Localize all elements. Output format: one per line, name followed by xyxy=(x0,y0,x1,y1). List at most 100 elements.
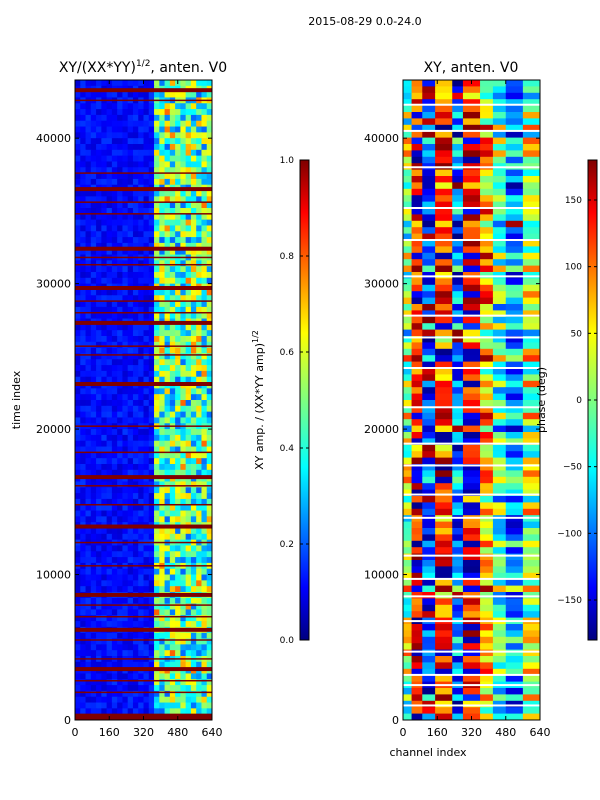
heatmap-cell xyxy=(159,696,166,704)
heatmap-cell xyxy=(148,440,155,448)
heatmap-cell xyxy=(96,533,102,541)
heatmap-cell xyxy=(106,405,113,413)
heatmap-cell xyxy=(80,242,87,250)
heatmap-cell xyxy=(435,355,453,363)
heatmap-cell xyxy=(101,132,108,139)
heatmap-cell xyxy=(175,248,181,256)
heatmap-cell xyxy=(159,481,166,488)
heatmap-cell xyxy=(154,213,160,221)
heatmap-cell xyxy=(462,387,481,395)
heatmap-cell xyxy=(201,370,208,378)
heatmap-cell xyxy=(422,464,436,471)
heatmap-cell xyxy=(122,498,129,506)
heatmap-cell xyxy=(403,246,413,254)
heatmap-cell xyxy=(138,434,145,442)
heatmap-cell xyxy=(138,161,145,168)
heatmap-cell xyxy=(154,370,160,378)
heatmap-cell xyxy=(411,220,423,228)
heatmap-cell xyxy=(117,487,124,494)
heatmap-cell xyxy=(201,533,208,541)
heatmap-cell xyxy=(80,429,87,436)
heatmap-cell xyxy=(452,713,464,720)
heatmap-cell xyxy=(90,178,97,186)
heatmap-cell xyxy=(411,195,423,203)
heatmap-cell xyxy=(154,202,160,209)
heatmap-cell xyxy=(148,138,155,145)
heatmap-cell xyxy=(127,202,134,209)
heatmap-cell xyxy=(190,132,197,139)
heatmap-cell xyxy=(175,196,181,203)
heatmap-cell xyxy=(75,190,81,197)
heatmap-cell xyxy=(180,219,187,227)
heatmap-cell xyxy=(75,586,81,593)
heatmap-cell xyxy=(111,434,118,442)
heatmap-cell xyxy=(96,615,102,622)
heatmap-cell xyxy=(106,277,113,285)
heatmap-cell xyxy=(122,673,129,680)
heatmap-cell xyxy=(169,213,176,221)
heatmap-cell xyxy=(111,533,118,541)
heatmap-cell xyxy=(154,80,160,87)
heatmap-cell xyxy=(90,196,97,203)
heatmap-cell xyxy=(180,452,187,459)
heatmap-cell xyxy=(148,248,155,256)
heatmap-cell xyxy=(185,341,192,349)
heatmap-cell xyxy=(411,444,423,452)
heatmap-cell xyxy=(403,99,413,107)
heatmap-cell xyxy=(522,649,540,657)
heatmap-cell xyxy=(75,440,81,448)
heatmap-cell xyxy=(201,458,208,465)
heatmap-cell xyxy=(90,138,97,145)
heatmap-cell xyxy=(101,295,108,302)
heatmap-cell xyxy=(206,330,212,337)
heatmap-cell xyxy=(452,694,464,702)
heatmap-cell xyxy=(422,259,436,267)
heatmap-cell xyxy=(80,277,87,285)
heatmap-cell xyxy=(452,150,464,158)
heatmap-cell xyxy=(505,361,524,369)
heatmap-cell xyxy=(480,86,494,94)
heatmap-cell xyxy=(85,469,92,477)
heatmap-cell xyxy=(148,528,155,535)
heatmap-cell xyxy=(117,155,124,163)
heatmap-cell xyxy=(522,406,540,414)
heatmap-cell xyxy=(452,278,464,286)
heatmap-cell xyxy=(101,411,108,419)
heatmap-cell xyxy=(106,551,113,558)
heatmap-cell xyxy=(505,547,524,555)
heatmap-cell xyxy=(132,417,139,424)
heatmap-cell xyxy=(138,586,145,593)
heatmap-cell xyxy=(132,225,139,232)
heatmap-cell xyxy=(159,155,166,163)
heatmap-cell xyxy=(492,259,507,267)
heatmap-cell xyxy=(480,700,494,708)
heatmap-cell xyxy=(505,553,524,561)
heatmap-cell xyxy=(106,248,113,256)
heatmap-cell xyxy=(90,586,97,593)
heatmap-cell xyxy=(206,568,212,576)
heatmap-cell xyxy=(96,295,102,302)
heatmap-cell xyxy=(154,621,160,628)
heatmap-cell xyxy=(117,702,124,709)
heatmap-cell xyxy=(101,638,108,645)
heatmap-cell xyxy=(75,545,81,552)
heatmap-cell xyxy=(90,533,97,541)
heatmap-cell xyxy=(164,661,171,669)
heatmap-cell xyxy=(96,219,102,227)
heatmap-cell xyxy=(90,458,97,465)
heatmap-cell xyxy=(522,476,540,484)
heatmap-cell xyxy=(492,624,507,631)
heatmap-cell xyxy=(159,103,166,110)
heatmap-cell xyxy=(159,557,166,564)
heatmap-cell xyxy=(132,690,139,698)
heatmap-cell xyxy=(75,114,81,122)
heatmap-cell xyxy=(132,603,139,611)
heatmap-cell xyxy=(480,675,494,683)
heatmap-cell xyxy=(462,137,481,145)
heatmap-cell xyxy=(196,225,203,232)
heatmap-cell xyxy=(85,632,92,640)
heatmap-cell xyxy=(90,504,97,512)
heatmap-cell xyxy=(148,551,155,558)
heatmap-cell xyxy=(196,597,203,605)
heatmap-cell xyxy=(154,190,160,197)
